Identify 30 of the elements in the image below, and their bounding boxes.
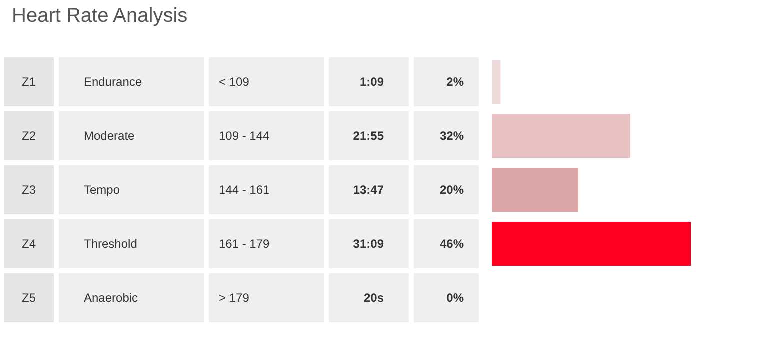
- text: Z3: [22, 183, 36, 198]
- data-label: 0%: [446, 291, 464, 306]
- bar: [492, 114, 630, 158]
- text: 144 - 161: [219, 183, 270, 198]
- text: 109 - 144: [219, 129, 270, 144]
- bar: [492, 60, 501, 104]
- text: 20s: [364, 291, 384, 306]
- text: Z5: [22, 291, 36, 306]
- text: Z1: [22, 75, 36, 90]
- text: 161 - 179: [219, 237, 270, 252]
- data-label: 32%: [440, 129, 464, 144]
- y-tick-label: Tempo: [84, 183, 120, 198]
- data-label: 20%: [440, 183, 464, 198]
- bar: [492, 222, 691, 266]
- y-tick-label: Endurance: [84, 75, 142, 90]
- data-label: 2%: [446, 75, 464, 90]
- text: > 179: [219, 291, 250, 306]
- text: 13:47: [353, 183, 384, 198]
- y-tick-label: Moderate: [84, 129, 136, 144]
- text: 21:55: [353, 129, 384, 144]
- bar: [492, 168, 579, 212]
- text: 1:09: [360, 75, 384, 90]
- text: Z4: [22, 237, 36, 252]
- y-tick-label: Threshold: [84, 237, 138, 252]
- text: 31:09: [353, 237, 384, 252]
- y-tick-label: Anaerobic: [84, 291, 138, 306]
- data-label: 46%: [440, 237, 464, 252]
- text: Heart Rate Analysis: [12, 5, 188, 28]
- text: < 109: [219, 75, 250, 90]
- text: Z2: [22, 129, 36, 144]
